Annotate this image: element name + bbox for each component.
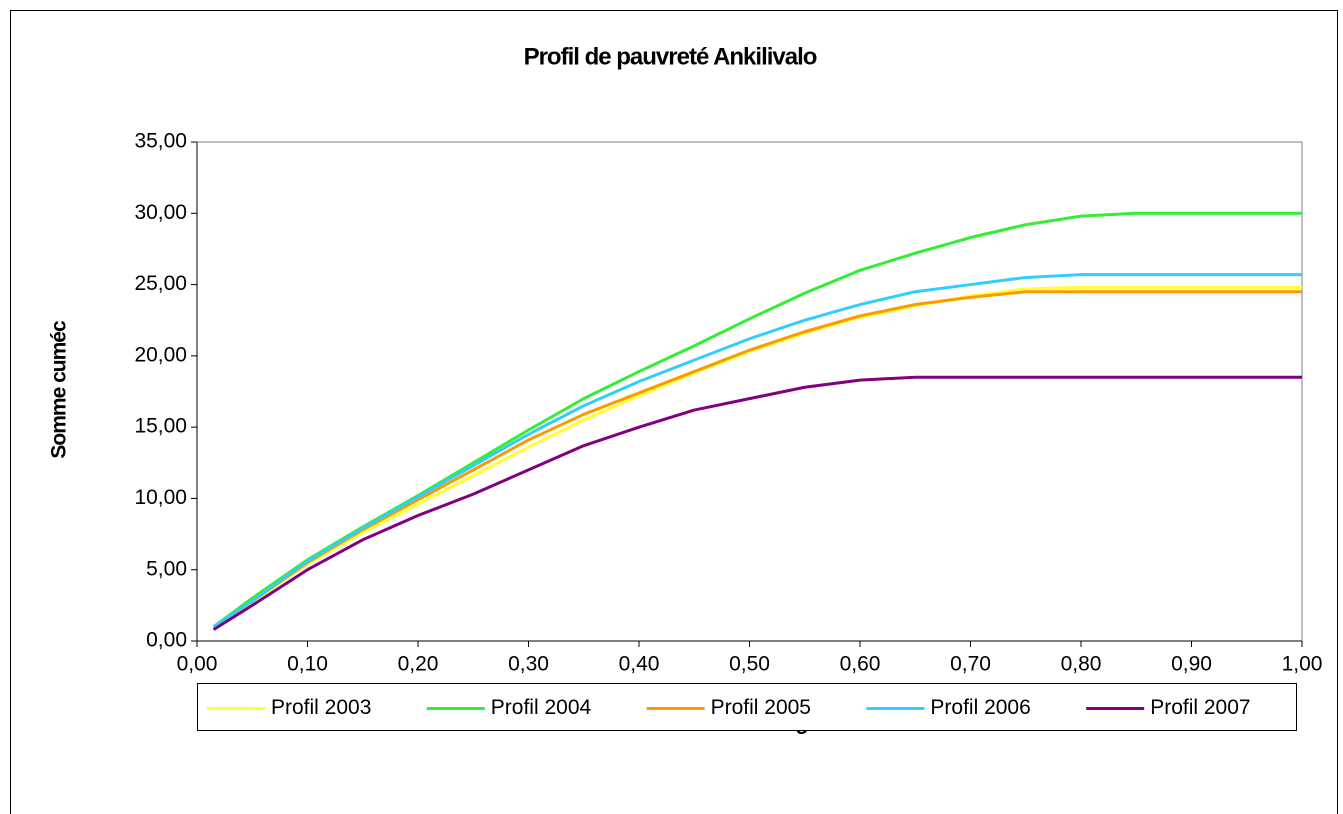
x-tick-label: 0,10 <box>287 653 328 676</box>
y-tick-label: 30,00 <box>134 201 187 224</box>
x-tick-label: 0,20 <box>398 653 439 676</box>
x-tick-label: 0,70 <box>950 653 991 676</box>
legend-label: Profil 2007 <box>1150 696 1250 719</box>
y-tick-label: 35,00 <box>134 130 187 153</box>
x-tick-label: 0,40 <box>619 653 660 676</box>
y-tick-label: 25,00 <box>134 272 187 295</box>
series-line <box>212 375 1302 631</box>
legend-label: Profil 2004 <box>491 696 592 719</box>
x-tick-label: 0,60 <box>840 653 881 676</box>
y-axis-label: Somme cuméc <box>48 320 71 459</box>
y-tick-label: 20,00 <box>134 343 187 366</box>
y-tick-label: 15,00 <box>134 415 187 438</box>
series-line <box>212 273 1302 628</box>
legend-label: Profil 2003 <box>271 696 371 719</box>
plot-area <box>196 141 1303 642</box>
y-tick-label: 5,00 <box>146 557 187 580</box>
x-tick-label: 0,80 <box>1061 653 1102 676</box>
x-tick-label: 1,00 <box>1282 653 1323 676</box>
legend-label: Profil 2005 <box>711 696 811 719</box>
x-tick-label: 0,90 <box>1171 653 1212 676</box>
chart-title: Profil de pauvreté Ankilivalo <box>524 43 817 70</box>
x-tick-label: 0,50 <box>729 653 770 676</box>
y-tick-label: 0,00 <box>146 629 187 652</box>
y-tick-label: 10,00 <box>134 486 187 509</box>
x-tick-label: 0,00 <box>177 653 218 676</box>
legend-label: Profil 2006 <box>930 696 1030 719</box>
x-tick-label: 0,30 <box>508 653 549 676</box>
